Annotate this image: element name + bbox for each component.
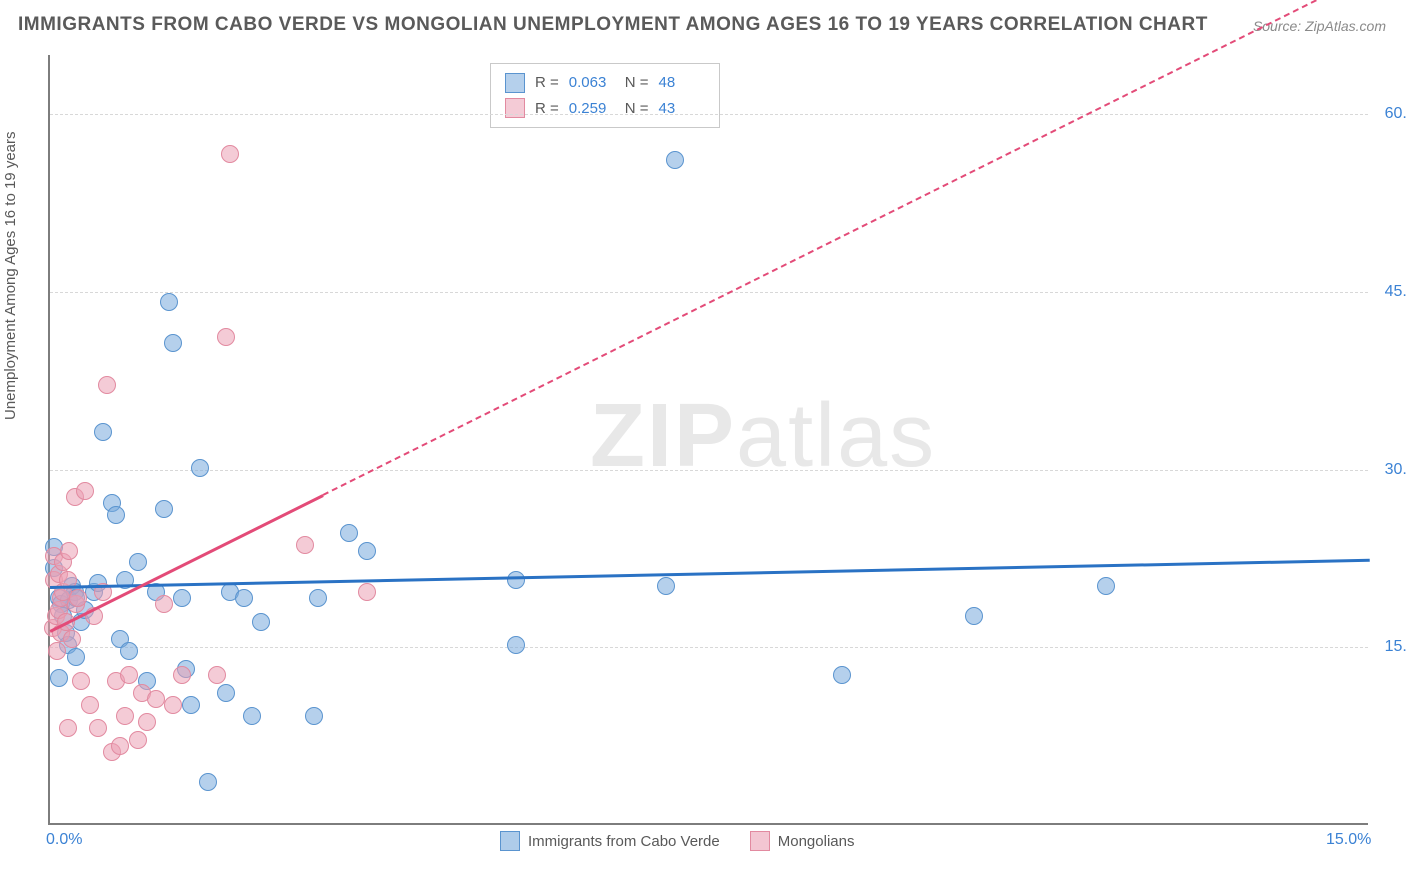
scatter-point [221, 145, 239, 163]
scatter-point [98, 376, 116, 394]
scatter-point [48, 642, 66, 660]
legend-row-series-2: R = 0.259 N = 43 [505, 96, 705, 122]
x-tick-label: 0.0% [46, 831, 82, 849]
scatter-point [217, 684, 235, 702]
gridline [50, 647, 1368, 648]
swatch-series-1 [505, 73, 525, 93]
scatter-point [252, 613, 270, 631]
scatter-point [1097, 577, 1115, 595]
scatter-point [81, 696, 99, 714]
scatter-point [507, 636, 525, 654]
legend-label: Mongolians [778, 833, 855, 850]
scatter-point [89, 719, 107, 737]
swatch-series-2 [505, 98, 525, 118]
scatter-point [243, 707, 261, 725]
series-legend: Immigrants from Cabo Verde Mongolians [500, 831, 854, 851]
scatter-point [358, 583, 376, 601]
gridline [50, 470, 1368, 471]
scatter-point [191, 459, 209, 477]
correlation-legend: R = 0.063 N = 48 R = 0.259 N = 43 [490, 63, 720, 128]
legend-item: Immigrants from Cabo Verde [500, 831, 720, 851]
scatter-point [340, 524, 358, 542]
scatter-point [67, 648, 85, 666]
scatter-point [217, 328, 235, 346]
scatter-point [235, 589, 253, 607]
scatter-point [155, 500, 173, 518]
scatter-point [50, 669, 68, 687]
chart-area: ZIPatlas R = 0.063 N = 48 R = 0.259 N = … [48, 55, 1368, 825]
y-tick-label: 60.0% [1372, 105, 1406, 123]
plot-region: ZIPatlas R = 0.063 N = 48 R = 0.259 N = … [48, 55, 1368, 825]
watermark: ZIPatlas [590, 385, 936, 488]
scatter-point [138, 713, 156, 731]
scatter-point [155, 595, 173, 613]
trend-line [322, 0, 1370, 496]
legend-swatch [500, 831, 520, 851]
scatter-point [309, 589, 327, 607]
y-axis-label: Unemployment Among Ages 16 to 19 years [2, 131, 19, 420]
scatter-point [296, 536, 314, 554]
trend-line [49, 494, 323, 632]
scatter-point [59, 719, 77, 737]
n-value-2: 43 [659, 96, 705, 122]
scatter-point [120, 666, 138, 684]
scatter-point [208, 666, 226, 684]
scatter-point [120, 642, 138, 660]
legend-item: Mongolians [750, 831, 855, 851]
r-label: R = [535, 96, 559, 122]
legend-label: Immigrants from Cabo Verde [528, 833, 720, 850]
y-tick-label: 45.0% [1372, 283, 1406, 301]
scatter-point [164, 696, 182, 714]
scatter-point [173, 589, 191, 607]
scatter-point [160, 293, 178, 311]
scatter-point [164, 334, 182, 352]
scatter-point [182, 696, 200, 714]
scatter-point [129, 731, 147, 749]
r-value-2: 0.259 [569, 96, 615, 122]
scatter-point [666, 151, 684, 169]
n-label: N = [625, 96, 649, 122]
n-value-1: 48 [659, 70, 705, 96]
scatter-point [833, 666, 851, 684]
n-label: N = [625, 70, 649, 96]
scatter-point [107, 506, 125, 524]
scatter-point [129, 553, 147, 571]
scatter-point [507, 571, 525, 589]
scatter-point [60, 542, 78, 560]
legend-swatch [750, 831, 770, 851]
scatter-point [305, 707, 323, 725]
scatter-point [72, 672, 90, 690]
gridline [50, 114, 1368, 115]
scatter-point [69, 589, 87, 607]
chart-title: IMMIGRANTS FROM CABO VERDE VS MONGOLIAN … [18, 14, 1208, 36]
r-value-1: 0.063 [569, 70, 615, 96]
scatter-point [173, 666, 191, 684]
y-tick-label: 15.0% [1372, 638, 1406, 656]
scatter-point [965, 607, 983, 625]
scatter-point [199, 773, 217, 791]
y-tick-label: 30.0% [1372, 461, 1406, 479]
trend-line [50, 558, 1370, 588]
scatter-point [63, 630, 81, 648]
scatter-point [657, 577, 675, 595]
scatter-point [147, 690, 165, 708]
scatter-point [116, 707, 134, 725]
scatter-point [111, 737, 129, 755]
scatter-point [358, 542, 376, 560]
x-tick-label: 15.0% [1326, 831, 1371, 849]
scatter-point [76, 482, 94, 500]
legend-row-series-1: R = 0.063 N = 48 [505, 70, 705, 96]
scatter-point [94, 423, 112, 441]
gridline [50, 292, 1368, 293]
r-label: R = [535, 70, 559, 96]
